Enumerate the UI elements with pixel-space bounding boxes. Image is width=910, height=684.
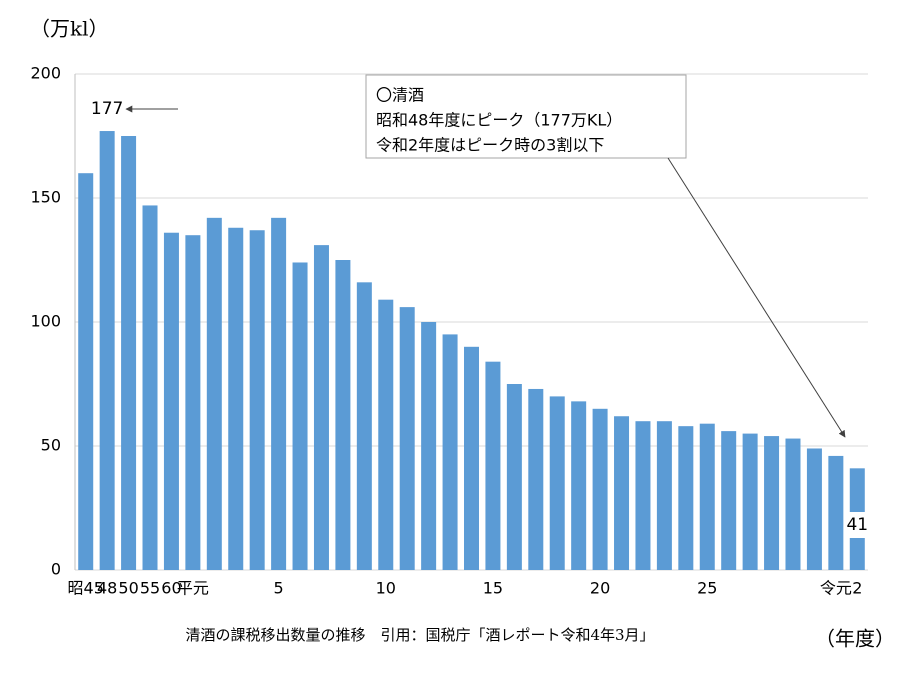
x-tick-label: 48 <box>97 579 117 598</box>
bar <box>292 262 308 570</box>
bar <box>656 421 672 570</box>
bar <box>78 173 94 570</box>
x-tick-label: 5 <box>274 579 284 598</box>
bar <box>592 408 608 570</box>
bar <box>356 282 372 570</box>
bar <box>99 131 115 571</box>
y-axis-label: （万kl） <box>30 17 109 41</box>
bar <box>271 217 287 570</box>
bar <box>699 423 715 570</box>
annotation-text: 令和2年度はピーク時の3割以下 <box>376 136 604 155</box>
bar <box>721 431 737 570</box>
bar <box>785 438 801 570</box>
label-box <box>845 512 870 538</box>
x-tick-label: 平元 <box>177 579 209 598</box>
annotation-box <box>365 74 687 159</box>
x-tick-label: 15 <box>483 579 503 598</box>
x-tick-label: 25 <box>697 579 717 598</box>
bar <box>378 299 394 570</box>
bar <box>142 205 158 570</box>
x-tick-label: 10 <box>376 579 396 598</box>
bar <box>121 136 137 570</box>
y-tick-label: 200 <box>30 64 61 83</box>
bar <box>635 421 651 570</box>
x-tick-label: 50 <box>118 579 138 598</box>
y-tick-label: 50 <box>41 436 61 455</box>
bar <box>399 307 415 570</box>
bar <box>742 433 758 570</box>
bar <box>249 230 265 571</box>
bar <box>185 235 201 570</box>
bar <box>549 396 565 570</box>
y-tick-label: 150 <box>30 188 61 207</box>
x-tick-label: 2 <box>852 579 862 598</box>
bar <box>206 217 222 570</box>
bar <box>806 448 822 570</box>
arrow <box>667 157 846 438</box>
bar <box>421 322 437 570</box>
bar <box>528 388 544 570</box>
bar <box>571 401 587 570</box>
x-tick-label: 20 <box>590 579 610 598</box>
x-tick-label: 60 <box>161 579 181 598</box>
bar <box>678 426 694 570</box>
bar <box>506 384 522 570</box>
y-tick-label: 100 <box>30 312 61 331</box>
annotation-text: 〇清酒 <box>376 86 424 105</box>
bar <box>313 245 329 570</box>
bar <box>614 416 630 570</box>
bar <box>163 232 179 570</box>
bar <box>228 227 244 570</box>
y-tick-label: 0 <box>51 560 61 579</box>
x-tick-label: 55 <box>140 579 160 598</box>
bar <box>442 334 458 570</box>
data-label: 177 <box>91 99 123 119</box>
x-tick-label: 令元 <box>820 579 852 598</box>
data-label: 41 <box>846 515 868 535</box>
bar <box>335 260 351 570</box>
annotation-text: 昭和48年度にピーク（177万KL） <box>376 111 622 130</box>
x-tick-label: 昭45 <box>68 579 104 598</box>
x-axis-label: （年度） <box>815 627 895 651</box>
caption: 清酒の課税移出数量の推移 引用：国税庁「酒レポート令和4年3月」 <box>185 626 654 644</box>
bar <box>464 346 479 570</box>
bar <box>485 361 501 570</box>
bar <box>764 436 780 570</box>
bar <box>828 455 844 570</box>
